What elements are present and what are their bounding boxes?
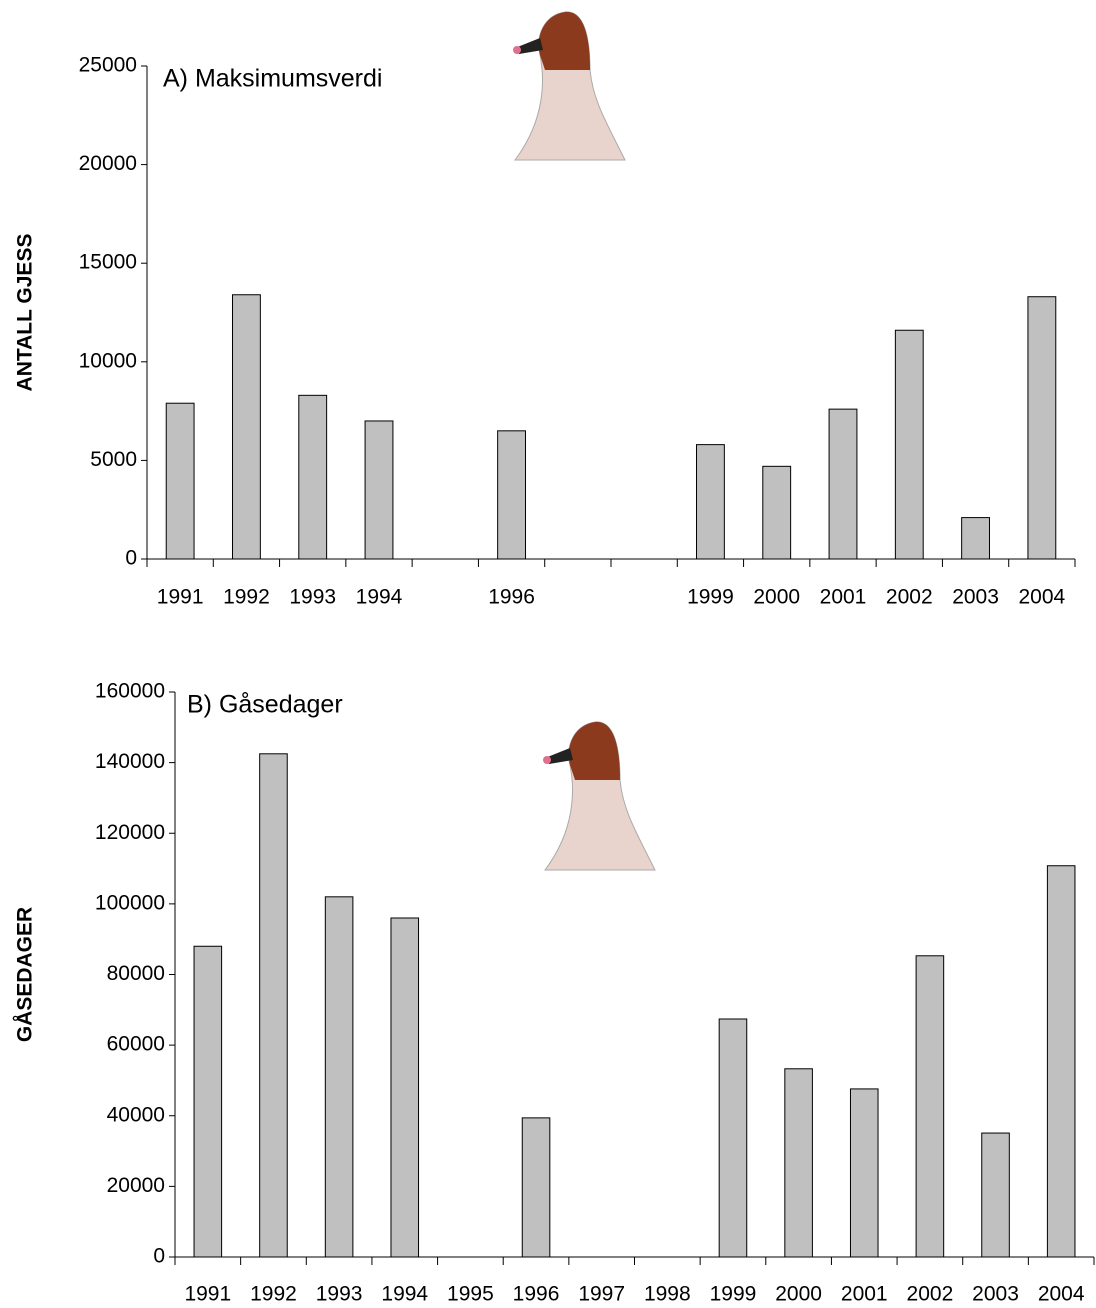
- x-tick-label: 1993: [316, 1283, 363, 1306]
- bar: [785, 1069, 813, 1257]
- x-tick-label: 1994: [356, 586, 403, 609]
- bar: [763, 466, 791, 559]
- bar: [982, 1133, 1010, 1257]
- y-axis-title: ANTALL GJESS: [14, 234, 37, 392]
- bar: [916, 956, 944, 1257]
- y-axis-title: GÅSEDAGER: [13, 907, 37, 1042]
- y-tick-label: 60000: [107, 1033, 165, 1056]
- x-tick-label: 2000: [775, 1283, 822, 1306]
- goose-illustration: [513, 12, 625, 160]
- x-tick-label: 2001: [820, 586, 867, 609]
- x-tick-label: 2004: [1018, 586, 1065, 609]
- bar: [850, 1089, 878, 1257]
- y-tick-label: 100000: [95, 891, 165, 914]
- bar: [233, 295, 261, 559]
- x-tick-label: 1996: [513, 1283, 560, 1306]
- x-tick-label: 1999: [687, 586, 734, 609]
- x-tick-label: 1993: [289, 586, 336, 609]
- bar: [166, 403, 194, 559]
- bar: [829, 409, 857, 559]
- bar: [325, 897, 353, 1257]
- y-tick-label: 20000: [79, 152, 137, 175]
- y-tick-label: 0: [153, 1245, 165, 1268]
- bar: [299, 395, 327, 559]
- bar: [895, 330, 923, 559]
- chart-title: B) Gåsedager: [187, 691, 343, 719]
- y-tick-label: 15000: [79, 251, 137, 274]
- y-tick-label: 5000: [90, 448, 137, 471]
- x-tick-label: 1995: [447, 1283, 494, 1306]
- page: 0500010000150002000025000199119921993199…: [0, 0, 1096, 1308]
- bar: [1028, 297, 1056, 559]
- y-tick-label: 0: [125, 547, 137, 570]
- x-tick-label: 1994: [381, 1283, 428, 1306]
- bar: [391, 918, 419, 1257]
- y-tick-label: 160000: [95, 680, 165, 703]
- x-tick-label: 1992: [250, 1283, 297, 1306]
- bar: [719, 1019, 747, 1257]
- x-tick-label: 1999: [710, 1283, 757, 1306]
- y-tick-label: 80000: [107, 962, 165, 985]
- x-tick-label: 2004: [1038, 1283, 1085, 1306]
- y-tick-label: 120000: [95, 821, 165, 844]
- x-tick-label: 1991: [157, 586, 204, 609]
- bar: [194, 946, 222, 1257]
- goose-illustration: [543, 722, 655, 870]
- bar: [365, 421, 393, 559]
- x-tick-label: 1991: [184, 1283, 231, 1306]
- bar: [498, 431, 526, 559]
- y-tick-label: 10000: [79, 349, 137, 372]
- bar: [962, 518, 990, 559]
- x-tick-label: 1998: [644, 1283, 691, 1306]
- bar: [260, 754, 288, 1257]
- bar: [522, 1118, 550, 1257]
- x-tick-label: 2000: [753, 586, 800, 609]
- x-tick-label: 1992: [223, 586, 270, 609]
- y-tick-label: 40000: [107, 1103, 165, 1126]
- x-tick-label: 1996: [488, 586, 535, 609]
- x-tick-label: 2003: [972, 1283, 1019, 1306]
- y-tick-label: 20000: [107, 1174, 165, 1197]
- y-tick-label: 25000: [79, 54, 137, 77]
- x-tick-label: 2002: [886, 586, 933, 609]
- y-tick-label: 140000: [95, 750, 165, 773]
- x-tick-label: 2003: [952, 586, 999, 609]
- bar: [697, 445, 725, 559]
- x-tick-label: 1997: [578, 1283, 625, 1306]
- x-tick-label: 2001: [841, 1283, 888, 1306]
- x-tick-label: 2002: [907, 1283, 954, 1306]
- bar: [1047, 866, 1075, 1257]
- chart-title: A) Maksimumsverdi: [163, 65, 382, 93]
